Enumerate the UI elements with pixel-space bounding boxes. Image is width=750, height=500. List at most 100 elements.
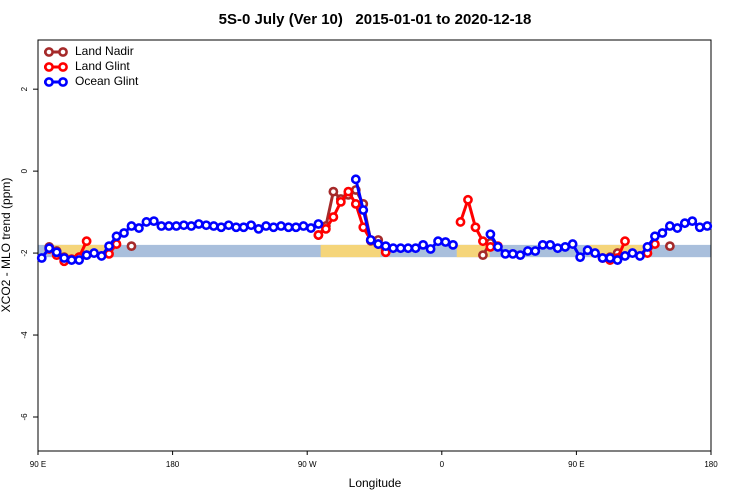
data-point [283, 222, 294, 233]
data-point [485, 242, 496, 252]
data-point [545, 239, 556, 250]
data-point [627, 248, 638, 258]
data-point [328, 186, 339, 197]
data-point [635, 251, 645, 261]
data-point [612, 255, 623, 265]
x-tick-label: 180 [704, 460, 718, 469]
data-point [620, 251, 630, 261]
data-point [448, 239, 458, 250]
data-point [672, 223, 683, 233]
data-point [530, 246, 541, 256]
y-tick-label: -4 [20, 331, 29, 339]
x-tick-label: 90 E [568, 460, 584, 469]
data-point [440, 237, 451, 247]
data-point [178, 220, 189, 231]
data-point [261, 221, 271, 231]
data-point [380, 241, 391, 252]
data-point [223, 220, 234, 231]
data-point [694, 222, 705, 233]
data-point [238, 222, 249, 233]
legend-swatch-point [58, 47, 68, 57]
data-point [291, 222, 301, 233]
data-point [552, 243, 563, 254]
data-point [276, 221, 286, 231]
y-tick-label: 2 [20, 86, 29, 91]
data-point [582, 245, 593, 256]
data-point [642, 242, 653, 252]
data-point [403, 243, 414, 254]
data-point [328, 212, 339, 222]
x-tick-label: 90 W [298, 460, 317, 469]
data-point [664, 241, 675, 252]
chart-title: 5S-0 July (Ver 10) 2015-01-01 to 2020-12… [219, 11, 532, 28]
data-point [74, 255, 85, 265]
data-point [268, 222, 279, 233]
data-point [575, 252, 586, 263]
data-point [537, 239, 548, 250]
data-point [320, 224, 331, 234]
data-point [657, 228, 668, 238]
data-point [141, 217, 152, 227]
land-band [320, 244, 381, 258]
y-tick-label: -6 [20, 413, 29, 421]
data-point [365, 235, 376, 245]
legend-label: Land Nadir [75, 44, 134, 58]
legend-swatch-point [44, 47, 54, 57]
legend-swatch-point [44, 62, 54, 72]
data-point [216, 222, 227, 233]
data-point [515, 250, 526, 261]
y-tick-label: 0 [20, 168, 29, 173]
data-point [246, 220, 257, 231]
data-point [507, 249, 518, 259]
plot-frame [37, 39, 712, 452]
data-point [679, 218, 690, 229]
legend-swatch-point [44, 77, 54, 87]
data-point [687, 216, 698, 227]
data-point [664, 221, 675, 231]
data-point [620, 236, 630, 247]
legend-swatch-point [58, 62, 68, 72]
data-point [231, 222, 242, 233]
data-point [522, 246, 533, 256]
data-point [567, 239, 578, 249]
data-point [51, 247, 62, 258]
data-point [702, 221, 713, 231]
data-point [119, 228, 129, 238]
data-point [485, 229, 496, 240]
data-point [96, 251, 107, 261]
data-point [313, 230, 324, 240]
data-point [66, 255, 77, 265]
data-point [208, 221, 219, 231]
data-point [478, 250, 488, 261]
data-point [358, 205, 369, 215]
data-point [478, 236, 488, 247]
data-point [201, 220, 212, 231]
data-point [410, 243, 421, 254]
legend-swatch-point [58, 77, 68, 87]
data-point [126, 241, 137, 252]
data-point [313, 219, 324, 229]
y-axis-label: XCO2 - MLO trend (ppm) [0, 178, 13, 313]
x-tick-label: 0 [440, 460, 445, 469]
data-point [597, 253, 608, 263]
data-point [306, 223, 316, 233]
data-point [253, 224, 264, 234]
x-axis-label: Longitude [349, 476, 402, 490]
data-point [298, 221, 309, 231]
data-point [81, 250, 92, 261]
data-point [163, 221, 174, 231]
data-point [560, 242, 571, 252]
data-point [156, 221, 167, 231]
data-point [463, 194, 473, 205]
data-point [111, 231, 122, 242]
data-point [171, 221, 182, 231]
legend-label: Land Glint [75, 59, 130, 73]
data-point [590, 248, 600, 258]
data-point [650, 231, 660, 242]
data-point [395, 243, 406, 254]
data-point [335, 196, 346, 207]
data-point [373, 239, 384, 249]
data-point [350, 199, 361, 209]
data-point [605, 253, 615, 263]
